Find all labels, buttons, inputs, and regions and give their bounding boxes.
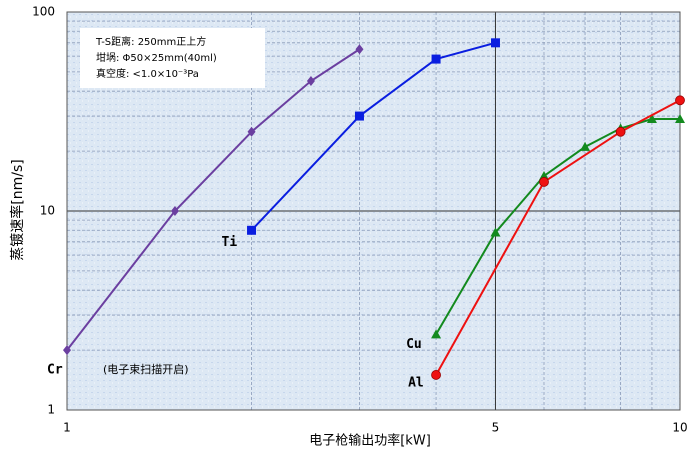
marker [615,126,626,137]
marker [247,126,256,137]
y-axis-label: 蒸镀速率[nm/s] [9,159,26,260]
y-tick-label: 10 [40,204,55,218]
marker [490,227,501,237]
marker [63,345,71,356]
marker [490,38,500,48]
x-tick-label: 5 [492,421,500,435]
marker [431,370,441,380]
info-box [80,28,265,88]
marker [675,113,685,123]
marker [247,225,257,235]
series-label: Cr [47,363,63,378]
info-text: T-S距离: 250mm正上方 [95,35,206,48]
series-line [250,41,496,231]
info-text: 坩埚: Φ50×25mm(40ml) [96,51,217,64]
x-tick-label: 1 [63,421,71,435]
y-tick-label: 100 [32,5,55,19]
annotation: (电子束扫描开启) [103,362,189,376]
marker [355,44,364,55]
marker [646,113,657,123]
plot-border [66,11,681,411]
marker [580,141,591,151]
series-label: Cu [406,337,422,352]
marker [539,177,549,187]
marker [354,111,364,121]
x-tick-label: 10 [672,421,687,435]
series-label: Ti [222,235,238,250]
marker [431,54,441,64]
series-line [435,99,681,376]
info-text: 真空度: <1.0×10⁻³Pa [96,67,199,80]
y-tick-label: 1 [47,403,55,417]
marker [170,206,179,216]
marker [431,329,442,339]
x-axis-label: 电子枪输出功率[kW] [309,433,431,449]
series-label: Al [408,375,424,390]
marker [306,76,315,87]
marker [675,95,685,106]
